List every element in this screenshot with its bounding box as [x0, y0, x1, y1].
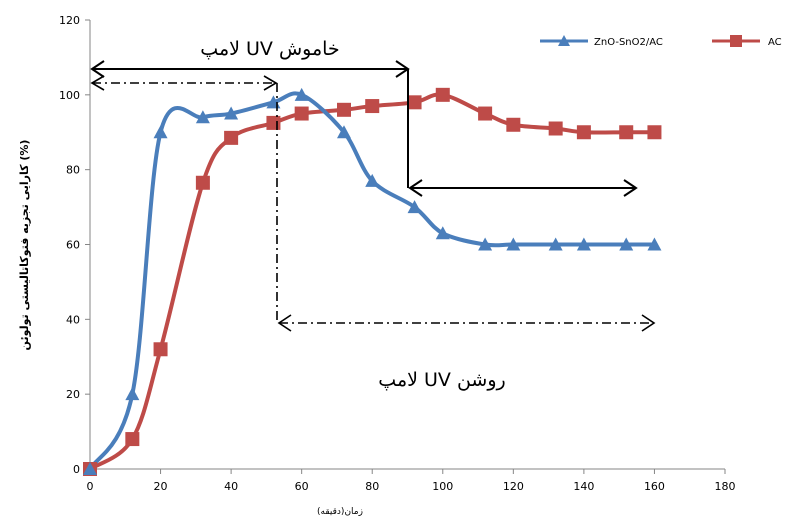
- x-tick-label: 40: [224, 480, 238, 493]
- legend: ZnO-SnO2/AC AC: [540, 35, 782, 48]
- uv-on-dashdot-right-head: [641, 314, 656, 332]
- data-point-triangle: [478, 237, 493, 251]
- uv-off-arrow-left-head: [90, 60, 105, 78]
- legend-square-marker: [730, 35, 742, 47]
- legend-label-series-2: AC: [768, 37, 782, 48]
- legend-triangle-marker: [558, 35, 570, 46]
- uv-on-arrow-right-head: [623, 179, 638, 197]
- data-point-triangle: [619, 237, 634, 251]
- uv-on-label: لامپ UV روشن: [378, 369, 505, 391]
- data-point-square: [576, 125, 591, 140]
- x-ticks: 0 20 40 60 80 100 120 140 160 180: [87, 469, 736, 493]
- uv-on-arrow-left-head: [408, 179, 423, 197]
- legend-label-series-1: ZnO-SnO2/AC: [594, 37, 663, 48]
- data-point-triangle: [224, 106, 239, 120]
- x-tick-label: 0: [87, 480, 94, 493]
- data-point-square: [365, 99, 380, 114]
- x-tick-label: 80: [365, 480, 379, 493]
- series-line-1: [88, 91, 655, 471]
- data-point-square: [435, 87, 450, 102]
- data-point-triangle: [407, 200, 422, 214]
- data-point-triangle: [337, 125, 351, 139]
- data-point-triangle: [506, 237, 521, 251]
- data-point-triangle: [153, 125, 168, 139]
- uv-on-dashdot-left-head: [277, 314, 292, 332]
- y-axis-title: کارایی تجزیه فتوکاتالیستی تولوئن (%): [18, 140, 31, 351]
- data-point-square: [195, 175, 210, 190]
- data-point-square: [506, 117, 521, 132]
- uv-off-dashdot-right-head: [263, 75, 278, 91]
- x-tick-label: 60: [295, 480, 309, 493]
- data-point-triangle: [576, 237, 591, 251]
- y-tick-label: 0: [73, 463, 80, 476]
- x-tick-label: 160: [644, 480, 665, 493]
- data-point-triangle: [195, 110, 210, 124]
- x-tick-label: 180: [715, 480, 736, 493]
- annotations: [90, 60, 656, 332]
- data-point-square: [548, 121, 563, 136]
- data-point-square: [478, 106, 493, 121]
- data-point-square: [125, 432, 140, 447]
- x-axis-title: زمان(دقیقه): [317, 507, 363, 517]
- y-tick-label: 100: [59, 89, 80, 102]
- x-tick-label: 100: [432, 480, 453, 493]
- data-point-square: [407, 95, 422, 110]
- series-line-2: [88, 92, 655, 471]
- data-point-triangle: [365, 173, 380, 187]
- uv-off-label: لامپ UV خاموش: [200, 38, 339, 60]
- data-point-triangle: [125, 387, 140, 401]
- x-tick-label: 20: [154, 480, 168, 493]
- series-layer: [83, 87, 662, 476]
- y-ticks: 0 20 40 60 80 100 120: [59, 14, 90, 476]
- data-point-triangle: [294, 87, 309, 101]
- data-point-triangle: [83, 462, 97, 475]
- y-tick-label: 20: [66, 388, 80, 401]
- x-tick-label: 140: [573, 480, 594, 493]
- y-tick-label: 80: [66, 164, 80, 177]
- y-tick-label: 120: [59, 14, 80, 27]
- data-point-square: [647, 125, 662, 140]
- data-point-triangle: [647, 237, 662, 251]
- data-point-square: [294, 106, 309, 121]
- uv-off-dashdot-left-head: [90, 75, 105, 91]
- data-point-square: [153, 342, 168, 357]
- data-point-square: [224, 130, 239, 145]
- data-point-square: [619, 125, 634, 140]
- data-point-square: [266, 115, 281, 130]
- y-tick-label: 60: [66, 239, 80, 252]
- data-point-triangle: [435, 226, 450, 240]
- data-point-square: [337, 102, 351, 117]
- data-point-triangle: [548, 237, 563, 251]
- x-tick-label: 120: [503, 480, 524, 493]
- y-tick-label: 40: [66, 313, 80, 326]
